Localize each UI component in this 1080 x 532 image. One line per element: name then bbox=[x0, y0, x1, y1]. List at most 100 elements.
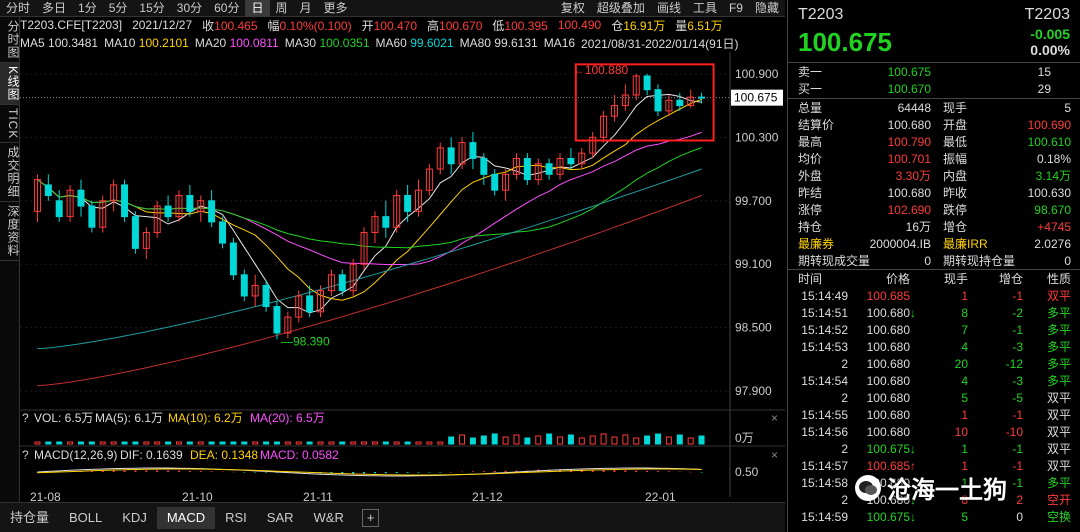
volume-bar bbox=[382, 441, 389, 445]
tool-button-4[interactable]: F9 bbox=[728, 0, 743, 15]
candle-body bbox=[600, 115, 608, 138]
tool-button-5[interactable]: 隐藏 bbox=[754, 0, 779, 15]
side-tab-1[interactable]: K线图 bbox=[0, 63, 20, 106]
price-tick-label: 98.500 bbox=[735, 321, 772, 335]
volume-bar bbox=[644, 435, 651, 445]
watermark: 沧海一土狗 bbox=[855, 470, 1007, 505]
macd-help-icon: ? bbox=[22, 448, 29, 462]
kline-chart[interactable]: 100.900 100.300 99.700 99.100 98.500 97.900 10… bbox=[20, 52, 785, 504]
period-tab-5[interactable]: 30分 bbox=[176, 0, 203, 15]
current-price-label: 100.675 bbox=[734, 91, 778, 105]
volume-bar bbox=[437, 441, 444, 445]
stat-row: 期转现成交量 0 期转现持仓量 0 bbox=[798, 253, 1071, 269]
candle-body bbox=[121, 184, 129, 218]
kline-chart-area[interactable]: 100.900 100.300 99.700 99.100 98.500 97.900 10… bbox=[20, 52, 785, 504]
volume-bar bbox=[426, 441, 433, 445]
period-tab-10[interactable]: 更多 bbox=[323, 0, 348, 15]
candle-body bbox=[240, 274, 248, 297]
macd-bar bbox=[112, 470, 115, 472]
chart-bg bbox=[20, 52, 785, 502]
current-price-box bbox=[731, 89, 783, 106]
ma-line-ma160 bbox=[37, 195, 702, 387]
macd-bar bbox=[265, 472, 268, 473]
macd-bar bbox=[635, 470, 638, 472]
tool-button-1[interactable]: 超级叠加 bbox=[596, 0, 645, 15]
add-indicator-button[interactable]: + bbox=[361, 508, 380, 527]
highlight-box bbox=[574, 63, 715, 142]
open-field: 开100.470 bbox=[361, 18, 417, 33]
indicator-tab-1[interactable]: BOLL bbox=[69, 509, 103, 525]
tool-button-3[interactable]: 工具 bbox=[692, 0, 717, 15]
indicator-tab-6[interactable]: W&R bbox=[313, 509, 344, 525]
indicator-tab-3[interactable]: MACD bbox=[156, 506, 216, 529]
indicator-tab-2[interactable]: KDJ bbox=[122, 509, 147, 525]
volume-bar bbox=[589, 435, 596, 445]
period-tab-4[interactable]: 15分 bbox=[139, 0, 165, 15]
volume-bar bbox=[371, 441, 378, 445]
watermark-text: 沧海一土狗 bbox=[887, 477, 1007, 504]
candle-body bbox=[284, 316, 292, 334]
candle-body bbox=[33, 179, 41, 212]
dif-line bbox=[37, 467, 702, 477]
period-tab-1[interactable]: 多日 bbox=[42, 0, 67, 15]
candle-body bbox=[153, 205, 161, 234]
volume-bar bbox=[143, 441, 150, 445]
volume-bar bbox=[99, 441, 106, 445]
period-tab-3[interactable]: 5分 bbox=[108, 0, 128, 15]
volume-bar bbox=[45, 441, 52, 445]
x-axis-label: 21-08 bbox=[30, 490, 61, 502]
candle-body bbox=[229, 242, 237, 276]
volume-bar bbox=[263, 441, 270, 445]
period-tab-7[interactable]: 日 bbox=[245, 0, 270, 17]
vol-legend-3: MA(20): 6.5万 bbox=[250, 411, 325, 425]
indicator-tab-5[interactable]: SAR bbox=[266, 509, 294, 525]
tool-button-2[interactable]: 画线 bbox=[656, 0, 681, 15]
volume-bar bbox=[132, 441, 139, 445]
side-tab-0[interactable]: 分时图 bbox=[0, 17, 20, 63]
macd-bar bbox=[428, 472, 431, 473]
period-tab-6[interactable]: 60分 bbox=[214, 0, 240, 15]
macd-bar bbox=[504, 470, 507, 472]
side-tab-2[interactable]: TICK bbox=[0, 105, 20, 144]
indicator-tab-4[interactable]: RSI bbox=[225, 509, 247, 525]
candle-body bbox=[262, 284, 270, 308]
side-tab-4[interactable]: 深度资料 bbox=[0, 202, 20, 262]
volume-bar bbox=[480, 435, 487, 445]
last-price: 100.490 bbox=[557, 18, 602, 32]
trade-row: 2 100.675 ↓ 1 -1 双平 bbox=[841, 441, 1071, 457]
vertical-tabs: 分时图 K线图 TICK 成交明细 深度资料 bbox=[0, 17, 20, 502]
stats-table: 总量 64448 现手 5 结算价 100.680 开盘 100.690 最高 100.790 最低… bbox=[788, 99, 1080, 269]
volume-bar bbox=[502, 436, 509, 445]
date-label: 2021/12/27 bbox=[132, 18, 193, 32]
candle-body bbox=[142, 232, 150, 249]
candle-body bbox=[55, 200, 63, 218]
volume-bar bbox=[306, 441, 313, 445]
dea-line bbox=[37, 468, 702, 476]
volume-bar bbox=[687, 437, 694, 445]
candle-body bbox=[371, 216, 379, 234]
candle-body bbox=[491, 173, 499, 191]
tool-button-0[interactable]: 复权 bbox=[560, 0, 585, 15]
period-tab-9[interactable]: 月 bbox=[299, 0, 312, 15]
macd-legend-2: DEA: 0.1348 bbox=[190, 448, 258, 462]
side-tab-3[interactable]: 成交明细 bbox=[0, 143, 20, 203]
price-tick-label: 99.700 bbox=[735, 194, 772, 208]
macd-bar bbox=[700, 472, 703, 473]
symbol-label: T2203.CFE[T2203] bbox=[20, 18, 123, 32]
period-tab-2[interactable]: 1分 bbox=[78, 0, 97, 15]
period-tab-8[interactable]: 周 bbox=[275, 0, 288, 15]
volume-bar bbox=[491, 433, 498, 445]
volume-bar bbox=[361, 441, 368, 445]
macd-bar bbox=[123, 470, 126, 472]
candle-body bbox=[164, 205, 172, 218]
macd-bar bbox=[221, 471, 224, 473]
quote-panel: T2203 T2203 100.675 -0.005 0.00% 卖一 100.… bbox=[787, 0, 1080, 532]
macd-bar bbox=[646, 470, 649, 472]
indicator-tab-0[interactable]: 持仓量 bbox=[10, 509, 50, 525]
macd-bar bbox=[406, 472, 409, 473]
candle-body bbox=[88, 205, 96, 228]
period-tab-0[interactable]: 分时 bbox=[6, 0, 31, 15]
volume-bar bbox=[448, 436, 455, 445]
candle-body bbox=[306, 295, 314, 313]
stat-row: 外盘 3.30万 内盘 3.14万 bbox=[798, 169, 1071, 183]
